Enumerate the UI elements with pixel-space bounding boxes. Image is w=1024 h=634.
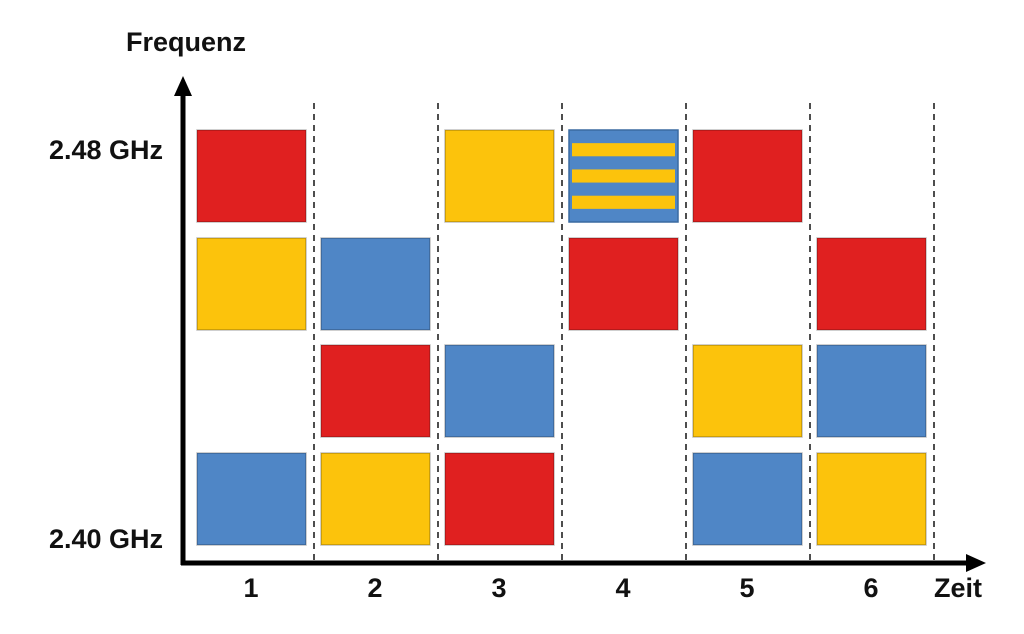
block (692, 129, 803, 223)
block (816, 452, 927, 546)
block (816, 344, 927, 438)
block (320, 237, 431, 331)
x-axis-title: Zeit (934, 573, 982, 603)
slot-label: 2 (367, 573, 382, 603)
x-axis-arrow (966, 554, 986, 572)
block (196, 129, 307, 223)
slot-label: 6 (863, 573, 878, 603)
top-label: 2.48 GHz (49, 135, 163, 165)
slot-label: 5 (739, 573, 754, 603)
y-axis-title: Frequenz (126, 27, 246, 57)
block (444, 452, 555, 546)
block (196, 452, 307, 546)
bottom-label: 2.40 GHz (49, 524, 163, 554)
slot-label: 1 (243, 573, 258, 603)
stripe (572, 195, 675, 209)
block (444, 344, 555, 438)
stripe (572, 143, 675, 157)
block (444, 129, 555, 223)
stripe (572, 169, 675, 183)
y-axis-arrow (174, 76, 192, 96)
block (320, 452, 431, 546)
slot-label: 3 (491, 573, 506, 603)
block (692, 344, 803, 438)
block (196, 237, 307, 331)
block (568, 237, 679, 331)
slot-label: 4 (615, 573, 630, 603)
block (816, 237, 927, 331)
block (692, 452, 803, 546)
block (320, 344, 431, 438)
